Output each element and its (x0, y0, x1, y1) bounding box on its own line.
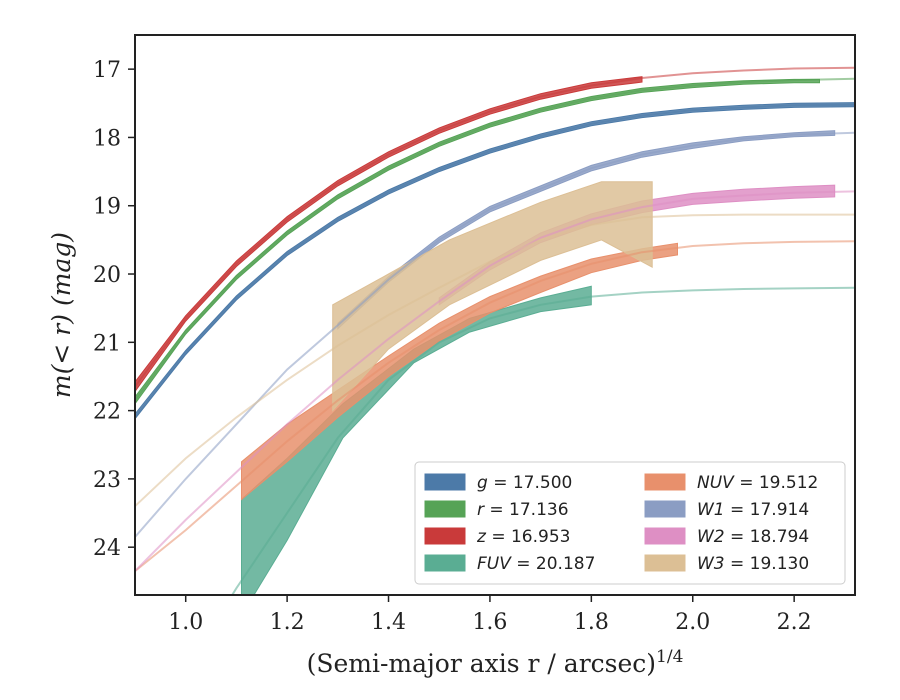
y-tick-label: 21 (93, 331, 121, 356)
x-tick-label: 2.2 (777, 610, 812, 635)
model-line-fuv (231, 286, 855, 595)
model-line-r (135, 77, 855, 401)
legend-entry-r: r = 17.136 (424, 500, 569, 520)
x-tick-label: 1.4 (371, 610, 406, 635)
data-band-w3 (332, 181, 653, 412)
legend-label-r: r = 17.136 (477, 500, 569, 520)
model-line-g (135, 103, 855, 419)
data-band-nuv (241, 242, 678, 501)
x-tick-label: 1.8 (574, 610, 609, 635)
model-line-z (135, 66, 855, 388)
y-axis-label: m(< r) (mag) (47, 232, 76, 398)
model-line-nuv (135, 240, 855, 572)
plot-frame (134, 34, 856, 596)
data-band-z (135, 76, 643, 393)
model-line-w3 (135, 213, 855, 507)
legend-label-g: g = 17.500 (477, 473, 572, 493)
x-axis-label-superscript: 1/4 (656, 647, 683, 667)
x-axis-label-text: (Semi-major axis r / arcsec) (307, 649, 656, 678)
legend-entry-nuv: NUV = 19.512 (644, 473, 818, 493)
x-tick-label: 1.2 (270, 610, 305, 635)
legend-label-w3: W3 = 19.130 (697, 554, 809, 574)
legend: g = 17.500 r = 17.136 z = 16.953 FUV = 20.1… (414, 461, 846, 585)
y-tick-label: 19 (93, 195, 121, 220)
data-band-r (135, 78, 820, 405)
legend-label-z: z = 16.953 (476, 527, 570, 547)
legend-label-fuv: FUV = 20.187 (477, 554, 595, 574)
legend-entry-fuv: FUV = 20.187 (424, 554, 595, 574)
y-tick-label: 17 (93, 58, 121, 83)
y-tick-label: 22 (93, 400, 121, 425)
legend-swatch-z (424, 527, 466, 545)
model-lines (135, 66, 855, 595)
legend-entry-w1: W1 = 17.914 (644, 500, 809, 520)
legend-label-nuv: NUV = 19.512 (697, 473, 818, 493)
legend-label-w2: W2 = 18.794 (697, 527, 809, 547)
legend-swatch-w1 (644, 500, 686, 518)
x-tick-label: 2.0 (675, 610, 710, 635)
legend-swatch-w3 (644, 554, 686, 572)
x-tick-label: 1.0 (168, 610, 203, 635)
x-axis-label: (Semi-major axis r / arcsec)1/4 (307, 647, 684, 678)
legend-swatch-g (424, 473, 466, 491)
axis-ticks: 1.0 1.2 1.4 1.6 1.8 2.0 2.2 17 18 19 20 21 22 23 24 (93, 58, 812, 635)
legend-entry-w3: W3 = 19.130 (644, 554, 809, 574)
y-tick-label: 24 (93, 536, 121, 561)
legend-entry-z: z = 16.953 (424, 527, 570, 547)
legend-entry-g: g = 17.500 (424, 473, 572, 493)
x-tick-label: 1.6 (472, 610, 507, 635)
legend-swatch-r (424, 500, 466, 518)
legend-swatch-w2 (644, 527, 686, 545)
legend-swatch-nuv (644, 473, 686, 491)
y-tick-label: 20 (93, 263, 121, 288)
legend-swatch-fuv (424, 554, 466, 572)
y-tick-label: 23 (93, 468, 121, 493)
legend-box (414, 461, 846, 585)
legend-entry-w2: W2 = 18.794 (644, 527, 809, 547)
model-line-w2 (135, 190, 855, 572)
legend-label-w1: W1 = 17.914 (697, 500, 809, 520)
y-tick-label: 18 (93, 126, 121, 151)
